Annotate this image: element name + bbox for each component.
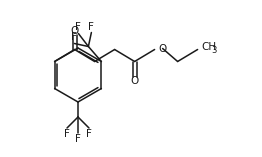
Text: F: F	[75, 22, 81, 32]
Text: O: O	[159, 43, 167, 54]
Text: F: F	[72, 32, 77, 43]
Text: F: F	[64, 129, 70, 139]
Text: CH: CH	[202, 43, 217, 52]
Text: O: O	[130, 76, 139, 87]
Text: O: O	[70, 25, 79, 35]
Text: F: F	[75, 134, 81, 144]
Text: 3: 3	[212, 46, 217, 55]
Text: F: F	[89, 22, 94, 32]
Text: F: F	[86, 129, 92, 139]
